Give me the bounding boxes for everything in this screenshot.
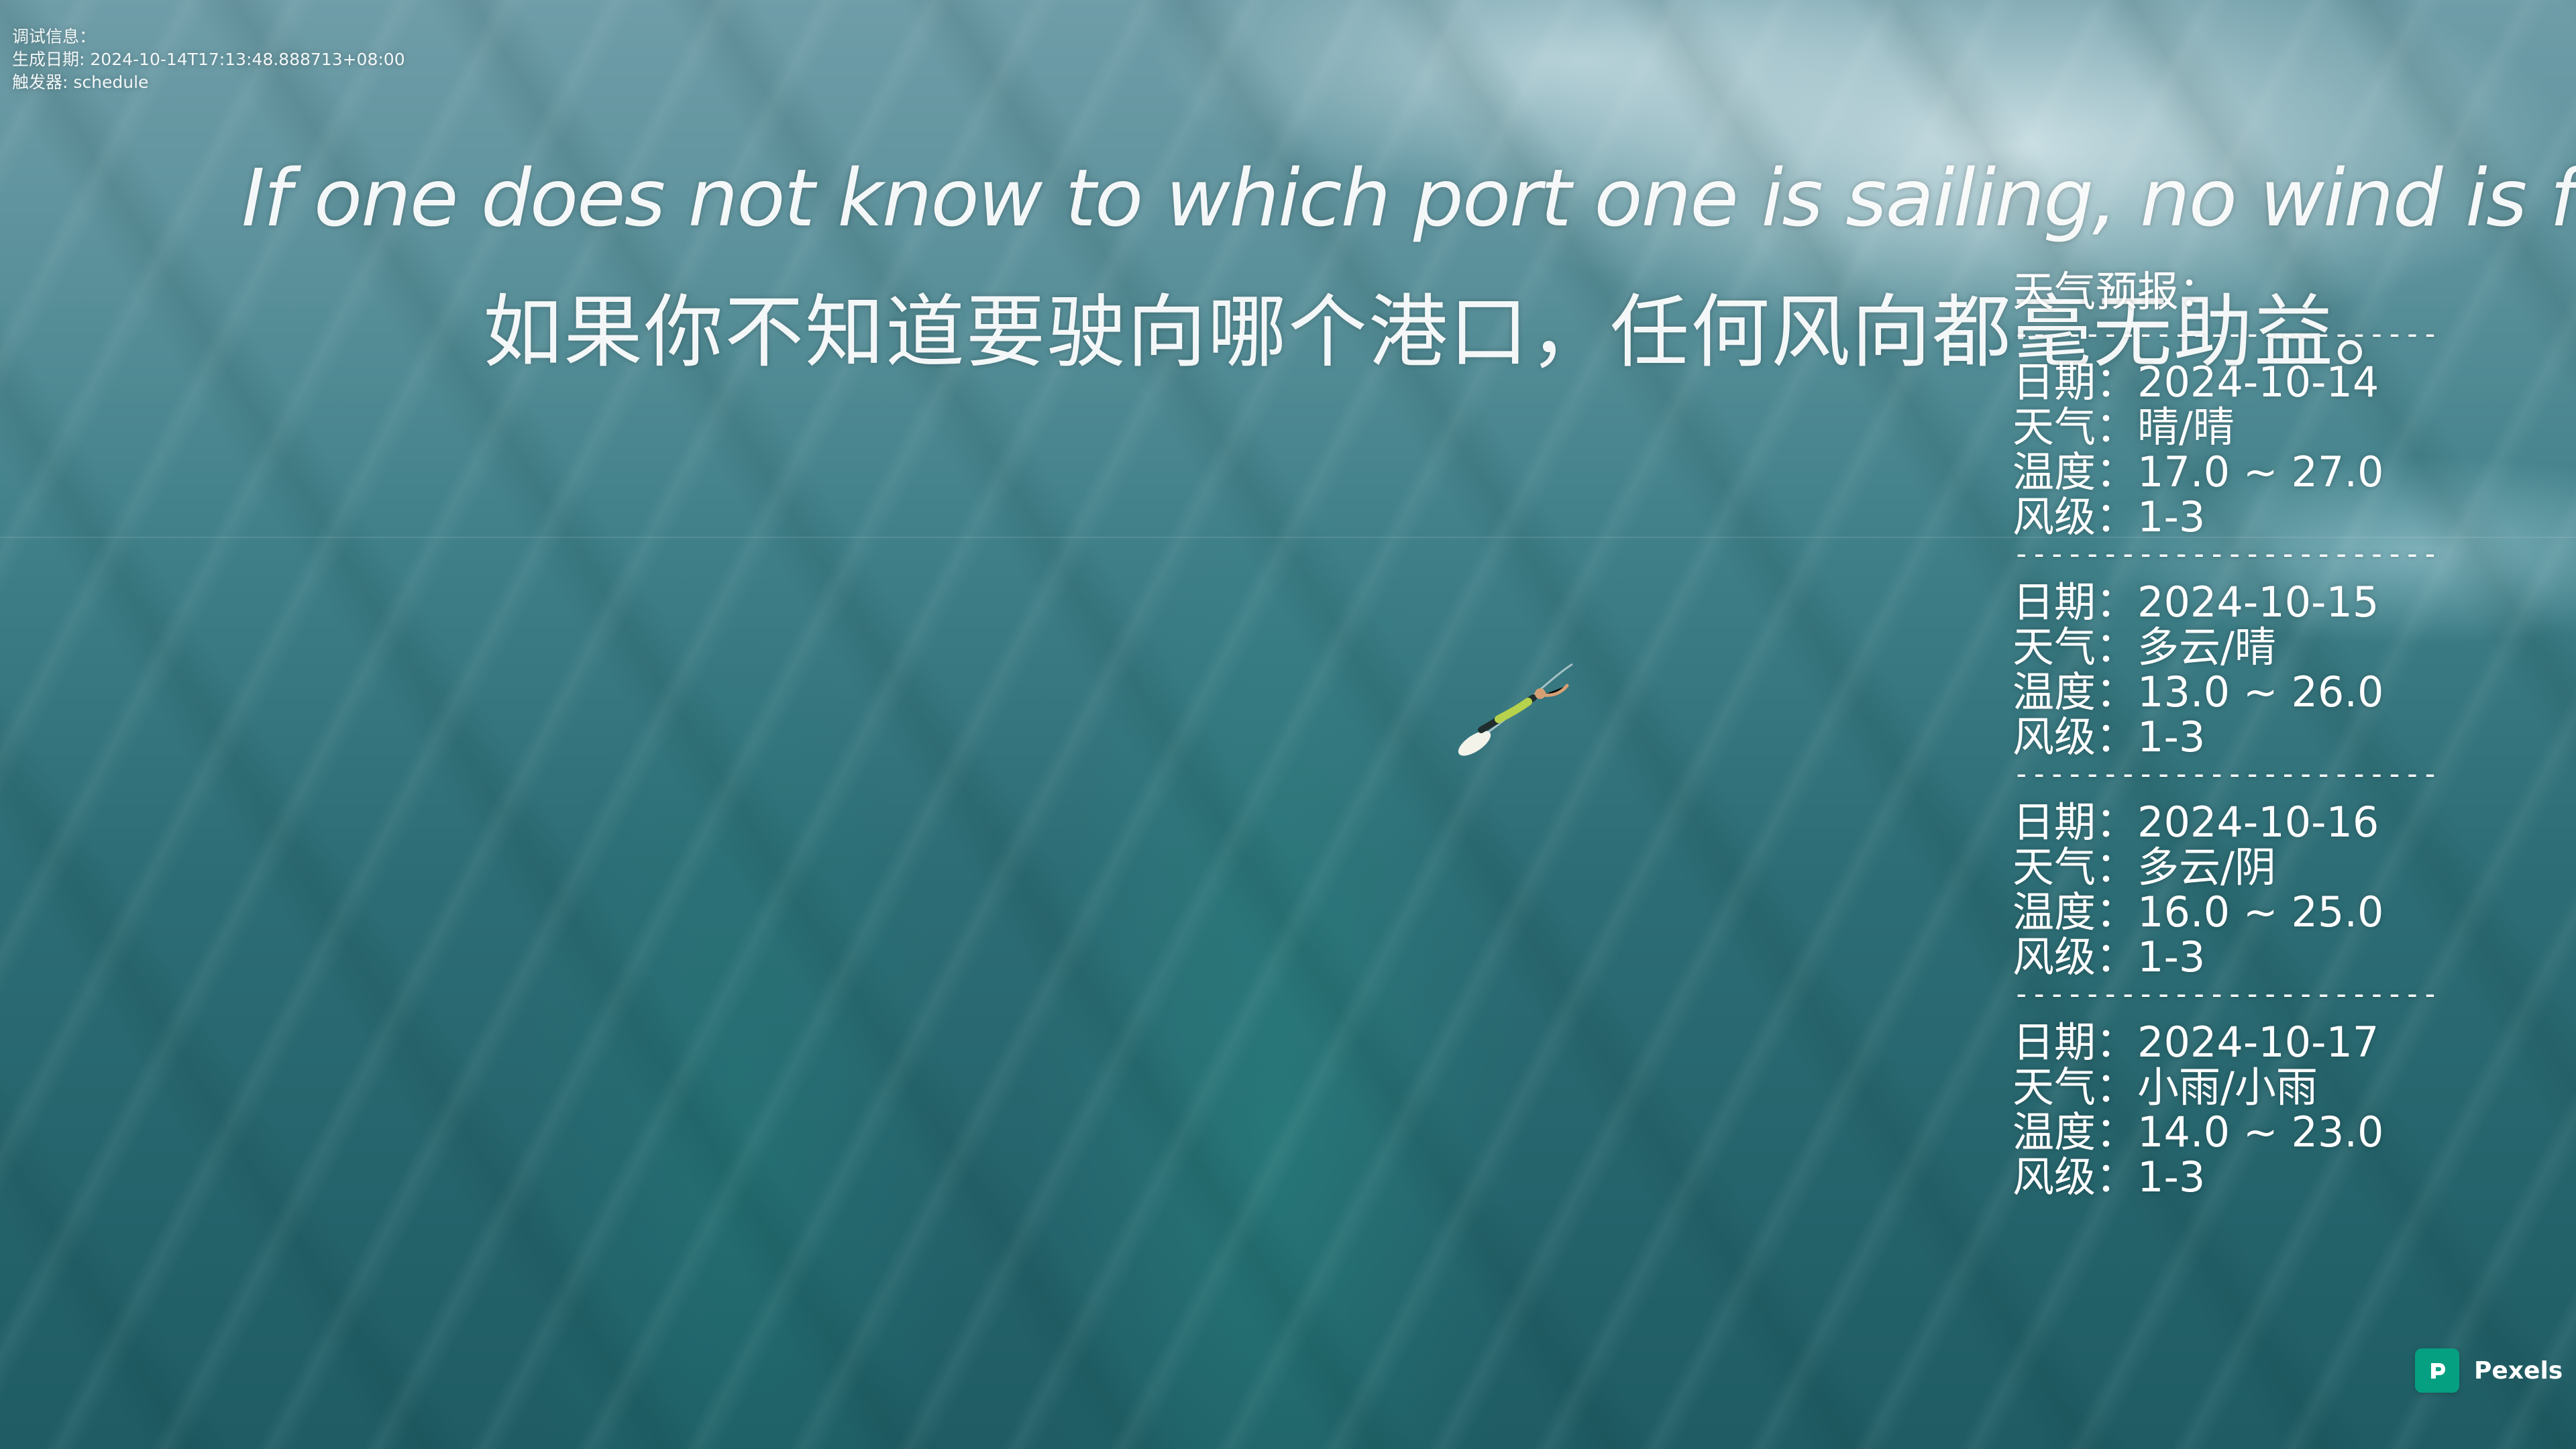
chinese-quote: 如果你不知道要驶向哪个港口，任何风向都毫无助益。 [483,286,2416,378]
weather-divider: ------------------------------ [2012,541,2442,568]
temperature-value: 16.0 ~ 25.0 [2137,888,2384,936]
forecast-date-row: 日期：2024-10-15 [2012,578,2379,627]
weather-divider: ------------------------------ [2012,981,2442,1008]
weather-label: 天气 [2012,623,2096,672]
date-value: 2024-10-14 [2137,358,2379,407]
date-label: 日期 [2012,798,2096,847]
forecast-temperature-row: 温度：13.0 ~ 26.0 [2012,667,2384,716]
pexels-label: Pexels [2474,1356,2563,1385]
temperature-label: 温度 [2012,667,2096,716]
date-value: 2024-10-15 [2137,578,2379,627]
pexels-logo-icon [2431,1363,2445,1379]
surfer-image [1458,663,1573,756]
weather-divider: ------------------------------ [2012,761,2442,788]
trigger-label: 触发器 [12,72,63,92]
forecast-wind-row: 风级：1-3 [2012,712,2206,761]
pexels-logo-icon [2415,1348,2459,1393]
generated-date-value: 2024-10-14T17:13:48.888713+08:00 [90,50,405,69]
date-value: 2024-10-17 [2137,1018,2379,1067]
temperature-value: 17.0 ~ 27.0 [2137,447,2384,496]
temperature-label: 温度 [2012,888,2096,936]
temperature-label: 温度 [2012,1108,2096,1157]
forecast-day-1: 日期：2024-10-14 天气：晴/晴 温度：17.0 ~ 27.0 风级：1… [2012,360,2442,539]
forecast-weather-row: 天气：晴/晴 [2012,402,2235,451]
weather-value: 小雨/小雨 [2137,1063,2318,1112]
wind-value: 1-3 [2137,712,2206,761]
weather-title: 天气预报： [2012,267,2221,316]
wind-value: 1-3 [2137,1152,2206,1201]
date-value: 2024-10-16 [2137,798,2379,847]
wind-label: 风级 [2012,492,2096,541]
forecast-weather-row: 天气：多云/阴 [2012,843,2276,892]
wind-value: 1-3 [2137,492,2206,541]
forecast-date-row: 日期：2024-10-17 [2012,1018,2379,1067]
date-label: 日期 [2012,1018,2096,1067]
forecast-wind-row: 风级：1-3 [2012,1152,2206,1201]
date-label: 日期 [2012,358,2096,407]
debug-label: 调试信息： [12,27,97,46]
forecast-day-2: 日期：2024-10-15 天气：多云/晴 温度：13.0 ~ 26.0 风级：… [2012,580,2442,759]
weather-label: 天气 [2012,1063,2096,1112]
debug-info: 调试信息： 生成日期: 2024-10-14T17:13:48.888713+0… [12,27,405,92]
wind-value: 1-3 [2137,932,2206,981]
forecast-date-row: 日期：2024-10-16 [2012,798,2379,847]
wind-label: 风级 [2012,932,2096,981]
english-quote: If one does not know to which port one i… [241,152,2576,244]
forecast-weather-row: 天气：多云/晴 [2012,623,2276,672]
forecast-temperature-row: 温度：17.0 ~ 27.0 [2012,447,2384,496]
temperature-label: 温度 [2012,447,2096,496]
wind-label: 风级 [2012,712,2096,761]
forecast-day-4: 日期：2024-10-17 天气：小雨/小雨 温度：14.0 ~ 23.0 风级… [2012,1020,2442,1199]
forecast-temperature-row: 温度：14.0 ~ 23.0 [2012,1108,2384,1157]
pexels-credit: Pexels [2415,1347,2563,1394]
forecast-day-3: 日期：2024-10-16 天气：多云/阴 温度：16.0 ~ 25.0 风级：… [2012,800,2442,979]
date-label: 日期 [2012,578,2096,627]
weather-value: 多云/阴 [2137,843,2276,892]
weather-label: 天气 [2012,402,2096,451]
forecast-weather-row: 天气：小雨/小雨 [2012,1063,2318,1112]
weather-value: 晴/晴 [2137,402,2235,451]
weather-label: 天气 [2012,843,2096,892]
temperature-value: 14.0 ~ 23.0 [2137,1108,2384,1157]
forecast-date-row: 日期：2024-10-14 [2012,358,2379,407]
trigger-value: schedule [73,72,149,92]
temperature-value: 13.0 ~ 26.0 [2137,667,2384,716]
weather-value: 多云/晴 [2137,623,2276,672]
forecast-wind-row: 风级：1-3 [2012,932,2206,981]
generated-date-label: 生成日期 [12,50,80,69]
weather-divider: ------------------------------ [2012,321,2442,347]
weather-forecast-panel: 天气预报： ------------------------------ 日期：… [2012,267,2442,1199]
forecast-temperature-row: 温度：16.0 ~ 25.0 [2012,888,2384,936]
wind-label: 风级 [2012,1152,2096,1201]
forecast-wind-row: 风级：1-3 [2012,492,2206,541]
